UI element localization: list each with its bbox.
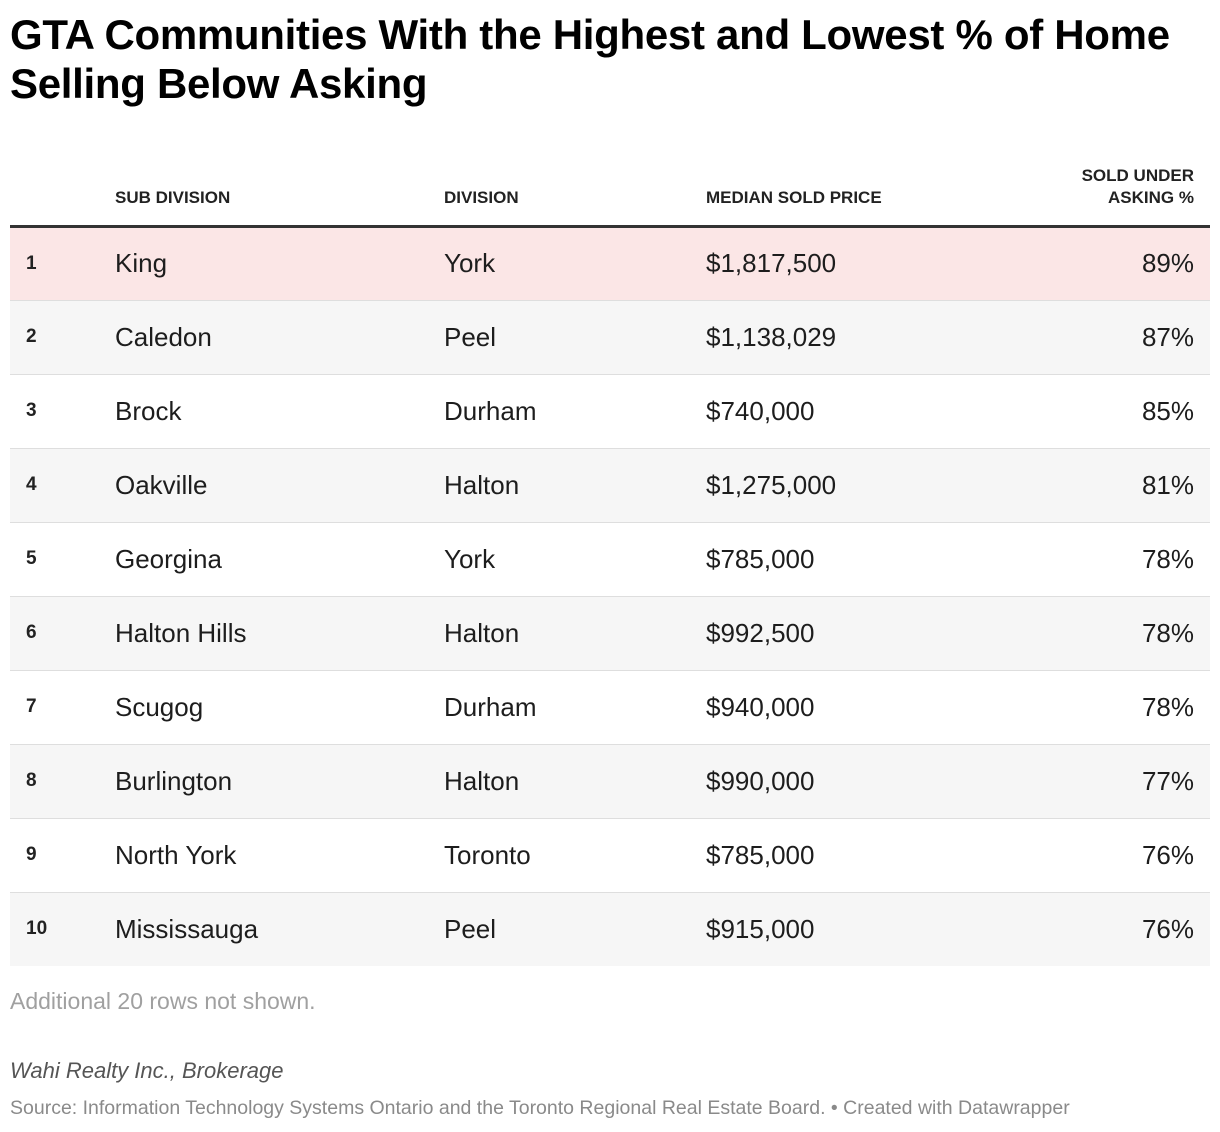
median-sold-price-cell: $785,000	[706, 543, 815, 574]
table-row: 5 Georgina York $785,000 78%	[10, 522, 1210, 596]
header-sold-under-asking-text: SOLD UNDER ASKING %	[1081, 165, 1194, 207]
sub-division-cell: King	[115, 248, 168, 278]
sub-division-cell: North York	[115, 839, 237, 870]
sold-under-asking-cell: 85%	[1141, 395, 1194, 426]
rank-cell: 8	[26, 770, 37, 791]
rank-cell: 5	[26, 548, 37, 569]
median-sold-price-cell: $785,000	[706, 839, 815, 870]
rank-cell: 4	[26, 474, 37, 495]
header-row: SUB DIVISION DIVISION MEDIAN SOLD PRICE …	[10, 160, 1210, 228]
median-sold-price-cell: $1,817,500	[706, 248, 837, 278]
median-sold-price-cell: $740,000	[706, 395, 815, 426]
table-row: 7 Scugog Durham $940,000 78%	[10, 670, 1210, 744]
division-cell: Peel	[444, 321, 497, 352]
rank-cell: 10	[26, 918, 48, 940]
table-row: 3 Brock Durham $740,000 85%	[10, 374, 1210, 448]
rows-not-shown-note: Additional 20 rows not shown.	[10, 988, 316, 1014]
division-cell: Halton	[444, 765, 520, 796]
byline: Wahi Realty Inc., Brokerage	[10, 1058, 284, 1083]
sold-under-asking-cell: 89%	[1141, 248, 1194, 278]
sold-under-asking-cell: 77%	[1141, 765, 1194, 796]
source-credit: Source: Information Technology Systems O…	[10, 1097, 1070, 1119]
table-row: 9 North York Toronto $785,000 76%	[10, 818, 1210, 892]
table-body: 1 King York $1,817,500 89% 2 Caledon Peel $1,138…	[10, 226, 1210, 966]
data-table-container: SUB DIVISION DIVISION MEDIAN SOLD PRICE …	[10, 160, 1210, 966]
sold-under-asking-cell: 76%	[1141, 913, 1194, 944]
rank-cell: 3	[26, 400, 37, 421]
table-row: 1 King York $1,817,500 89%	[10, 226, 1210, 300]
header-sold-under-asking[interactable]: SOLD UNDER ASKING %	[1026, 160, 1210, 228]
header-sub-division[interactable]: SUB DIVISION	[115, 160, 444, 228]
division-cell: York	[444, 543, 496, 574]
sub-division-cell: Georgina	[115, 543, 222, 574]
median-sold-price-cell: $940,000	[706, 691, 815, 722]
sold-under-asking-cell: 87%	[1141, 321, 1194, 352]
sub-division-cell: Brock	[115, 395, 182, 426]
division-cell: Halton	[444, 617, 520, 648]
median-sold-price-cell: $1,138,029	[706, 321, 837, 352]
sub-division-cell: Burlington	[115, 765, 233, 796]
rank-cell: 7	[26, 696, 37, 717]
division-cell: York	[444, 248, 496, 278]
rank-cell: 2	[26, 326, 37, 347]
rank-cell: 9	[26, 844, 37, 865]
median-sold-price-cell: $992,500	[706, 617, 815, 648]
division-cell: Durham	[444, 395, 537, 426]
chart-title: GTA Communities With the Highest and Low…	[10, 11, 1170, 107]
header-division[interactable]: DIVISION	[444, 160, 706, 228]
header-rank[interactable]	[10, 160, 115, 228]
sold-under-asking-cell: 78%	[1141, 543, 1194, 574]
table-row: 2 Caledon Peel $1,138,029 87%	[10, 300, 1210, 374]
table-row: 8 Burlington Halton $990,000 77%	[10, 744, 1210, 818]
median-sold-price-cell: $990,000	[706, 765, 815, 796]
median-sold-price-cell: $915,000	[706, 913, 815, 944]
sub-division-cell: Mississauga	[115, 913, 259, 944]
sold-under-asking-cell: 78%	[1141, 617, 1194, 648]
table-row: 10 Mississauga Peel $915,000 76%	[10, 892, 1210, 966]
sold-under-asking-cell: 76%	[1141, 839, 1194, 870]
median-sold-price-cell: $1,275,000	[706, 469, 837, 500]
rank-cell: 1	[26, 252, 37, 274]
table-row: 4 Oakville Halton $1,275,000 81%	[10, 448, 1210, 522]
division-cell: Durham	[444, 691, 537, 722]
sold-under-asking-cell: 78%	[1141, 691, 1194, 722]
sub-division-cell: Halton Hills	[115, 617, 247, 648]
division-cell: Peel	[444, 913, 497, 944]
data-table: SUB DIVISION DIVISION MEDIAN SOLD PRICE …	[10, 160, 1210, 966]
table-row: 6 Halton Hills Halton $992,500 78%	[10, 596, 1210, 670]
sub-division-cell: Caledon	[115, 321, 212, 352]
sub-division-cell: Scugog	[115, 691, 204, 722]
division-cell: Toronto	[444, 839, 531, 870]
header-median-sold-price[interactable]: MEDIAN SOLD PRICE	[706, 160, 1026, 228]
sold-under-asking-cell: 81%	[1141, 469, 1194, 500]
sub-division-cell: Oakville	[115, 469, 208, 500]
division-cell: Halton	[444, 469, 520, 500]
table-header: SUB DIVISION DIVISION MEDIAN SOLD PRICE …	[10, 160, 1210, 228]
rank-cell: 6	[26, 622, 37, 643]
